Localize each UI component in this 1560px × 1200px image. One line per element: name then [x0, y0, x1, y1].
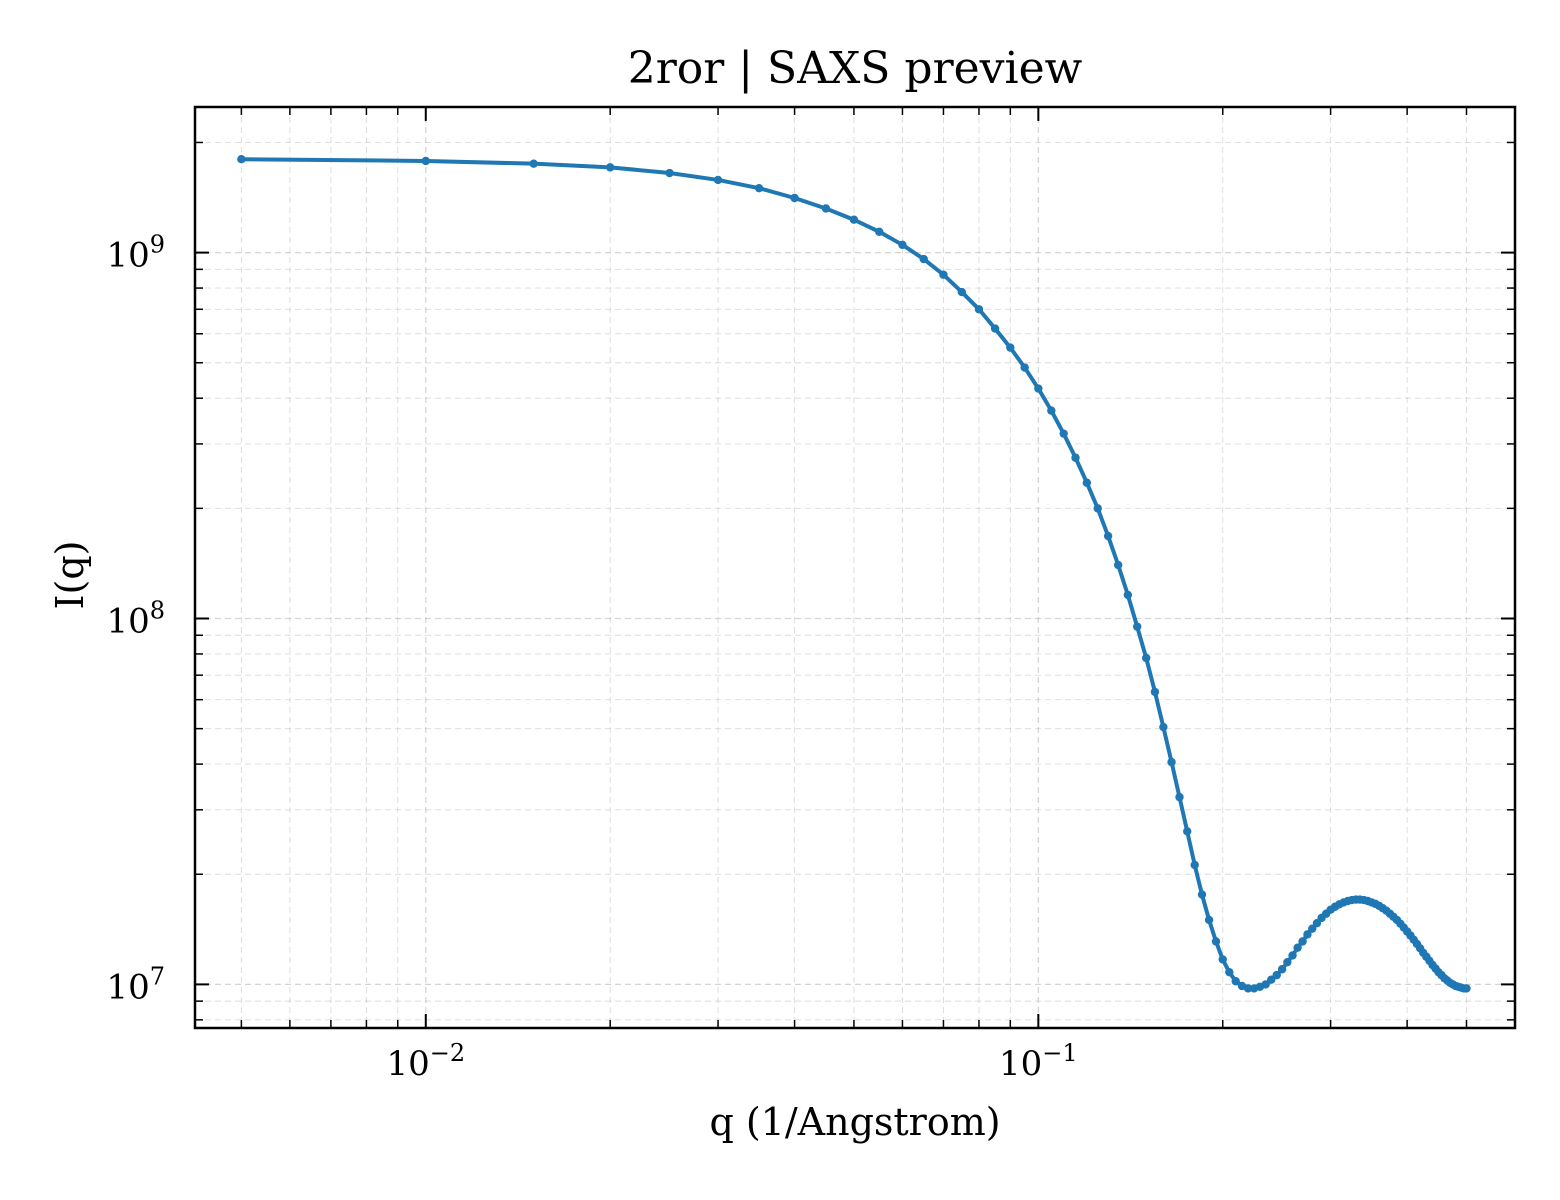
x-tick-label: 10−2 [386, 1039, 465, 1084]
data-point [1190, 860, 1199, 870]
y-tick-label: 109 [106, 231, 165, 276]
data-point [1034, 384, 1043, 393]
data-point [1006, 343, 1015, 352]
data-point [957, 287, 967, 297]
data-point [1103, 531, 1113, 541]
data-point [1175, 792, 1184, 802]
data-point [1293, 943, 1302, 952]
data-point [1123, 590, 1133, 600]
data-point [529, 159, 538, 168]
data-point [898, 240, 907, 250]
data-series-layer [239, 157, 1469, 991]
data-point [1272, 970, 1281, 980]
data-point [1261, 980, 1270, 989]
data-point [990, 324, 1000, 333]
axis-ticks [195, 107, 1515, 1028]
data-points-layer [237, 155, 1471, 993]
data-point [1231, 977, 1240, 986]
data-point [1308, 924, 1317, 933]
data-point [1082, 478, 1092, 487]
y-tick-label: 108 [106, 596, 165, 641]
intensity-curve [239, 157, 1469, 991]
data-point [1197, 890, 1207, 899]
y-axis-label: I(q) [48, 541, 92, 610]
data-point [1059, 429, 1068, 438]
data-point [939, 270, 948, 279]
data-point [1211, 937, 1221, 946]
data-point [665, 168, 674, 178]
data-point [1277, 965, 1287, 974]
data-point [1243, 984, 1253, 993]
data-point [1303, 930, 1312, 939]
data-point [237, 155, 246, 164]
x-axis-label: q (1/Angstrom) [709, 1100, 1000, 1144]
data-point [754, 183, 764, 193]
data-point [919, 254, 928, 264]
data-point [1071, 453, 1080, 462]
data-point [1283, 957, 1292, 967]
data-point [1167, 757, 1176, 767]
data-point [1020, 363, 1029, 372]
data-point [974, 305, 984, 314]
data-point [605, 163, 615, 172]
y-tick-label: 107 [106, 962, 165, 1007]
data-point [1150, 687, 1160, 697]
data-point [1288, 951, 1297, 960]
data-point [875, 227, 884, 236]
data-point [1204, 915, 1214, 925]
data-point [1093, 504, 1102, 513]
data-point [1183, 827, 1192, 836]
data-point [1225, 967, 1234, 977]
grid-lines [195, 107, 1515, 1028]
data-point [1047, 406, 1056, 415]
plot-frame [193, 105, 1517, 1030]
axis-tick-labels: 10−2 10−1 107 108 109 [106, 231, 1077, 1084]
data-point [1142, 653, 1151, 663]
data-point [790, 193, 799, 203]
data-point [1298, 937, 1307, 946]
data-point [1462, 984, 1471, 993]
data-point [713, 175, 723, 185]
data-point [1113, 560, 1123, 570]
chart-title: 2ror | SAXS preview [628, 43, 1083, 94]
data-point [849, 215, 859, 224]
data-point [1218, 955, 1227, 964]
data-point [1132, 622, 1142, 631]
data-point [821, 204, 831, 213]
data-point [421, 156, 430, 166]
data-point [1159, 722, 1168, 732]
x-tick-label: 10−1 [999, 1039, 1078, 1084]
